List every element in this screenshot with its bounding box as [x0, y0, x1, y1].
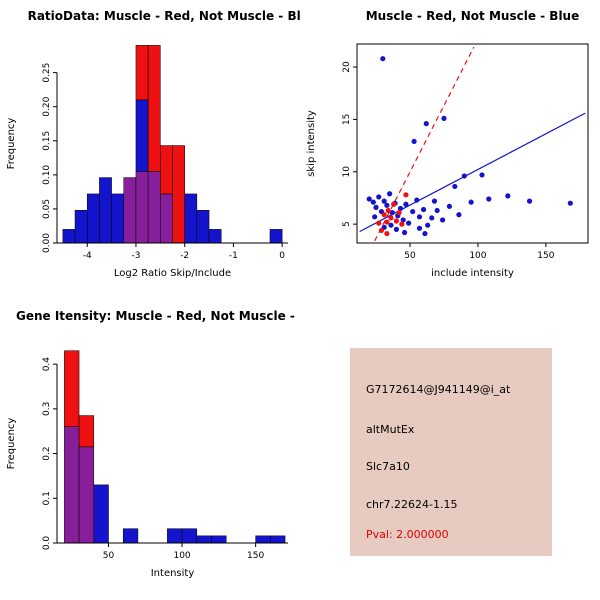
- gene-intensity-histogram-chart: Gene Itensity: Muscle - Red, Not Muscle …: [6, 309, 300, 579]
- svg-text:-4: -4: [83, 251, 92, 261]
- svg-text:Log2 Ratio Skip/Include: Log2 Ratio Skip/Include: [114, 268, 231, 279]
- svg-text:50: 50: [103, 551, 115, 561]
- gene-symbol-text: Slc7a10: [366, 460, 410, 473]
- panel-gene-intensity-histogram: Gene Itensity: Muscle - Red, Not Muscle …: [0, 300, 300, 600]
- svg-text:Intensity: Intensity: [151, 568, 195, 579]
- svg-text:150: 150: [247, 551, 264, 561]
- svg-text:0.1: 0.1: [42, 491, 52, 505]
- svg-text:20: 20: [342, 61, 352, 73]
- svg-text:150: 150: [537, 251, 554, 261]
- svg-text:Frequency: Frequency: [6, 418, 17, 470]
- svg-text:RatioData: Muscle - Red, Not M: RatioData: Muscle - Red, Not Muscle - Bl…: [28, 9, 300, 23]
- svg-text:0.05: 0.05: [42, 199, 52, 219]
- svg-text:0.00: 0.00: [42, 233, 52, 253]
- svg-text:-2: -2: [180, 251, 189, 261]
- svg-text:0.0: 0.0: [42, 536, 52, 551]
- pval-text: Pval: 2.000000: [366, 528, 449, 541]
- panel-probe-info: G7172614@J941149@i_at altMutEx Slc7a10 c…: [300, 300, 600, 600]
- ratio-histogram-chart: RatioData: Muscle - Red, Not Muscle - Bl…: [6, 9, 300, 279]
- svg-text:5: 5: [342, 221, 352, 227]
- chromosome-location-text: chr7.22624-1.15: [366, 498, 458, 511]
- svg-text:100: 100: [173, 551, 190, 561]
- svg-text:0.15: 0.15: [42, 131, 52, 151]
- svg-text:0.25: 0.25: [42, 63, 52, 83]
- svg-text:15: 15: [342, 114, 352, 125]
- svg-text:Frequency: Frequency: [6, 118, 17, 170]
- panel-ratio-histogram: RatioData: Muscle - Red, Not Muscle - Bl…: [0, 0, 300, 300]
- svg-text:0.20: 0.20: [42, 96, 52, 116]
- svg-text:skip intensity: skip intensity: [306, 110, 317, 177]
- intensity-scatter-chart: Muscle - Red, Not Muscle - Blue include i…: [306, 9, 589, 279]
- svg-text:-3: -3: [131, 251, 140, 261]
- svg-text:-1: -1: [229, 251, 238, 261]
- event-type-text: altMutEx: [366, 423, 415, 436]
- svg-text:0: 0: [279, 251, 285, 261]
- svg-text:0.4: 0.4: [42, 357, 52, 372]
- svg-text:10: 10: [342, 166, 352, 178]
- svg-text:include intensity: include intensity: [431, 268, 514, 279]
- svg-text:50: 50: [404, 251, 416, 261]
- svg-text:Gene Itensity: Muscle - Red, N: Gene Itensity: Muscle - Red, Not Muscle …: [16, 309, 300, 323]
- svg-text:0.3: 0.3: [42, 402, 52, 416]
- svg-text:Muscle - Red, Not Muscle - Blu: Muscle - Red, Not Muscle - Blue: [366, 9, 580, 23]
- probe-info-box: G7172614@J941149@i_at altMutEx Slc7a10 c…: [350, 348, 552, 556]
- svg-text:0.10: 0.10: [42, 165, 52, 185]
- panel-intensity-scatter: Muscle - Red, Not Muscle - Blue include i…: [300, 0, 600, 300]
- probe-id-text: G7172614@J941149@i_at: [366, 383, 511, 396]
- svg-text:0.2: 0.2: [42, 446, 52, 460]
- svg-text:100: 100: [469, 251, 486, 261]
